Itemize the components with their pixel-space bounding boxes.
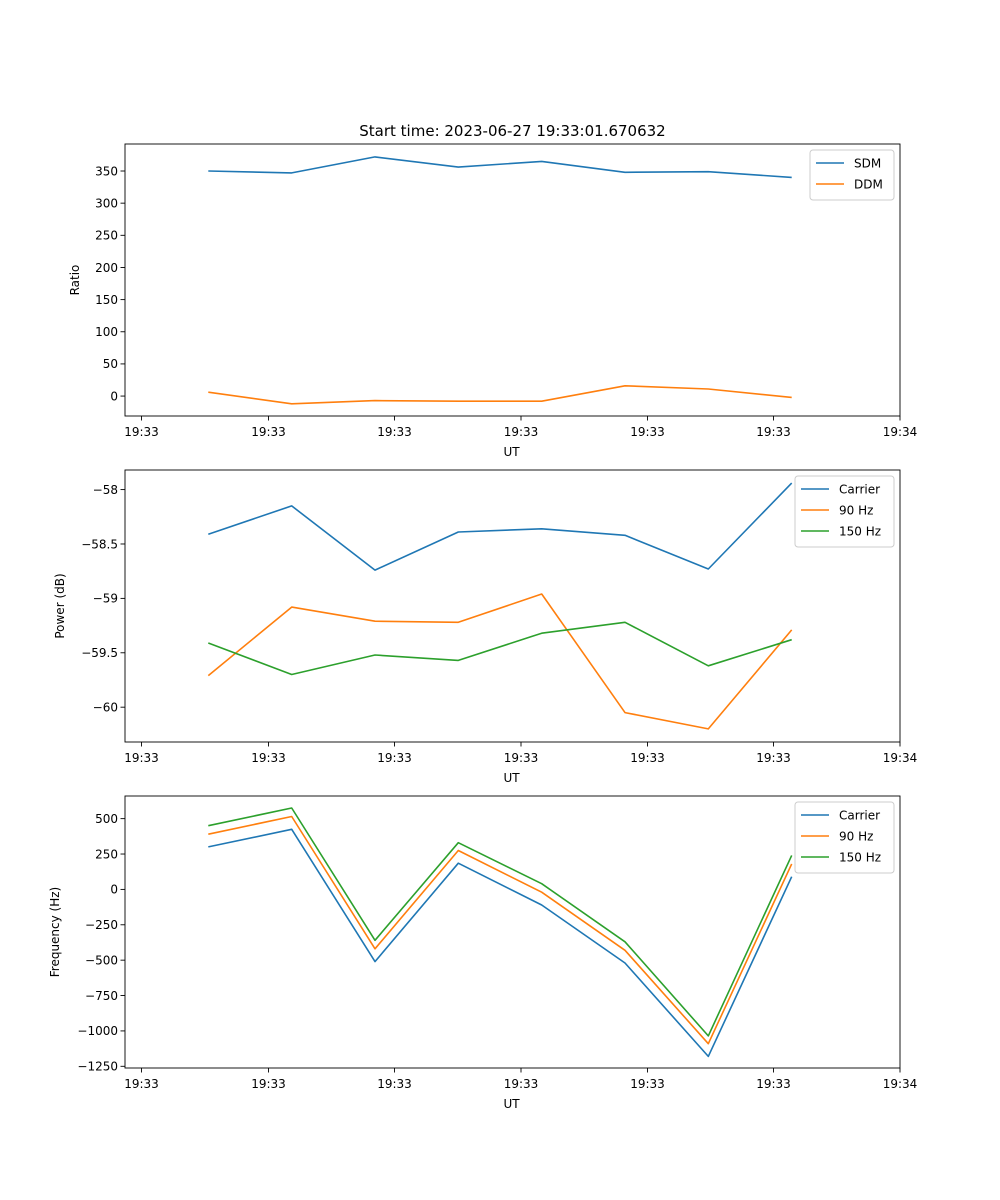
chart-panel-1: 19:33 19:33 19:33 19:33 19:33 19:33 19:34 0 50 10… [68,143,918,459]
x-axis-label: UT [503,771,520,785]
series-line-carrier [208,828,793,1058]
y-tick-label: 250 [95,229,118,243]
legend-label: 150 Hz [839,850,881,864]
x-tick-label: 19:33 [630,425,665,439]
y-tick-label: 500 [95,812,118,826]
chart-panel-2: 19:33 19:33 19:33 19:33 19:33 19:33 19:34 −60 −5… [53,469,918,785]
x-tick-label: 19:33 [124,751,159,765]
series-line-90-hz [207,593,793,730]
y-tick-label: 100 [95,325,118,339]
series-line-150-hz [208,621,792,676]
chart-title: Start time: 2023-06-27 19:33:01.670632 [359,122,665,140]
series-line-sdm [208,156,792,179]
y-tick-label: 150 [95,293,118,307]
panels: 19:33 19:33 19:33 19:33 19:33 19:33 19:34 0 50 10… [48,143,918,1111]
y-tick-label: 200 [95,261,118,275]
y-tick-label: −59 [93,592,118,606]
legend: Carrier 90 Hz 150 Hz [794,801,895,874]
x-tick-label: 19:34 [883,425,918,439]
x-tick-label: 19:33 [251,751,286,765]
y-tick-label: −1250 [77,1060,118,1074]
x-tick-label: 19:33 [756,425,791,439]
legend-box [794,801,895,874]
x-tick-label: 19:33 [756,1077,791,1091]
y-axis-label: Ratio [68,265,82,296]
x-tick-label: 19:33 [124,425,159,439]
legend-box [809,149,895,201]
x-tick-label: 19:33 [630,1077,665,1091]
y-tick-label: 300 [95,196,118,210]
x-tick-label: 19:34 [883,1077,918,1091]
series-line-150-hz [208,807,793,1037]
chart-panel-3: 19:33 19:33 19:33 19:33 19:33 19:33 19:34 −1250… [48,795,918,1111]
legend-label: DDM [854,177,883,191]
legend-label: 90 Hz [839,829,873,843]
x-tick-label: 19:33 [124,1077,159,1091]
x-tick-label: 19:33 [630,751,665,765]
axes-frame [124,795,901,1069]
legend-label: 90 Hz [839,503,873,517]
y-tick-label: 50 [103,357,118,371]
y-axis-label: Power (dB) [53,573,67,638]
x-tick-label: 19:33 [504,425,539,439]
series-line-90-hz [208,815,793,1045]
y-tick-label: 250 [95,847,118,861]
x-tick-label: 19:33 [377,1077,412,1091]
y-tick-label: −250 [85,918,118,932]
y-tick-label: 0 [110,389,118,403]
y-tick-label: −750 [85,989,118,1003]
y-tick-label: −500 [85,953,118,967]
x-tick-label: 19:33 [251,1077,286,1091]
y-tick-label: 350 [95,164,118,178]
legend: Carrier 90 Hz 150 Hz [794,475,895,548]
x-tick-label: 19:33 [377,751,412,765]
legend-label: 150 Hz [839,524,881,538]
x-tick-label: 19:34 [883,751,918,765]
x-tick-label: 19:33 [504,751,539,765]
legend-label: Carrier [839,808,880,822]
y-tick-label: −60 [93,700,118,714]
series-line-carrier [208,482,793,571]
axes-frame [124,143,901,417]
x-tick-label: 19:33 [251,425,286,439]
y-tick-label: −1000 [77,1024,118,1038]
y-tick-label: −58.5 [81,537,118,551]
legend-label: SDM [854,156,881,170]
legend: SDM DDM [809,149,895,201]
y-tick-label: −59.5 [81,646,118,660]
y-tick-label: −58 [93,483,118,497]
x-tick-label: 19:33 [756,751,791,765]
y-tick-label: 0 [110,883,118,897]
x-axis-label: UT [503,1097,520,1111]
x-axis-label: UT [503,445,520,459]
axes-frame [124,469,901,743]
series-line-ddm [208,384,792,405]
y-axis-label: Frequency (Hz) [48,887,62,978]
x-tick-label: 19:33 [504,1077,539,1091]
legend-label: Carrier [839,482,880,496]
legend-box [794,475,895,548]
x-tick-label: 19:33 [377,425,412,439]
